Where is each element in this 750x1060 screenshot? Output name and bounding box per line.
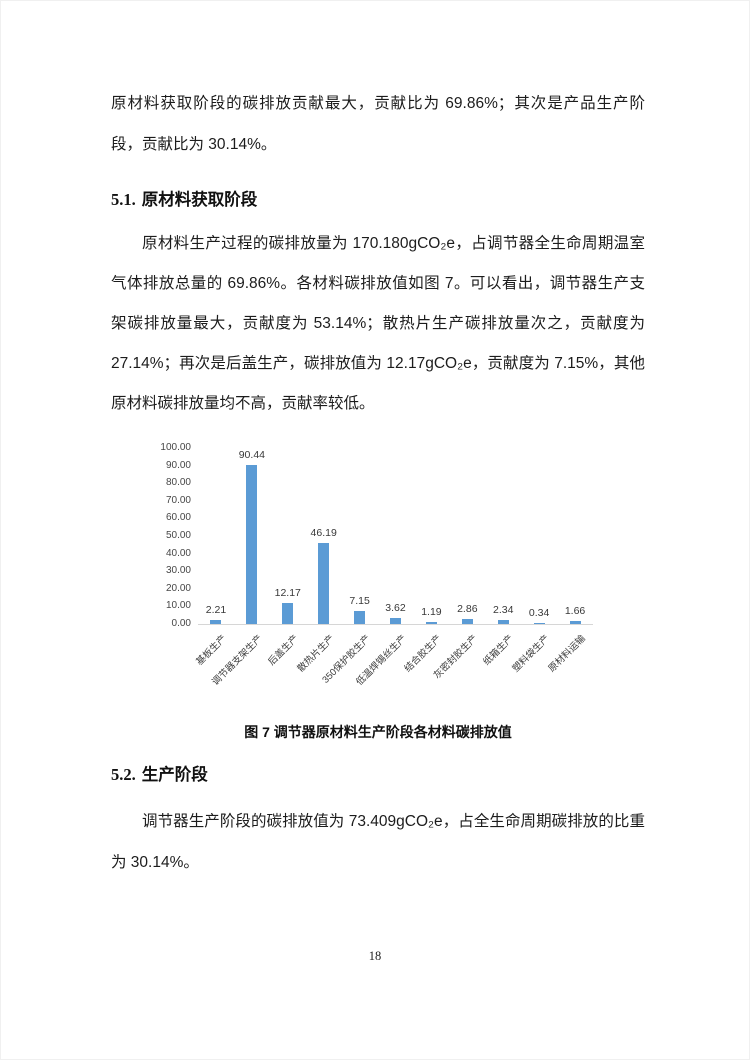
y-axis-tick-label: 100.00 — [160, 442, 191, 453]
y-axis-tick-label: 80.00 — [165, 477, 191, 489]
bar-value-label: 46.19 — [310, 526, 337, 539]
chart-bar — [533, 623, 545, 624]
bar-value-label: 12.17 — [274, 586, 301, 599]
chart-bar — [390, 617, 401, 624]
chart-bar — [318, 542, 330, 624]
section-number: 5.1. — [111, 190, 136, 209]
y-axis-tick-label: 30.00 — [165, 565, 191, 577]
bar-value-label: 2.86 — [457, 602, 478, 615]
bar-value-label: 1.66 — [564, 605, 586, 618]
figure-bar-chart: 0.00 10.00 20.00 30.00 40.00 50.00 60.00 70.00 8… — [141, 439, 641, 719]
chart-bar — [246, 464, 258, 624]
y-axis-tick-label: 60.00 — [165, 512, 191, 524]
page-number: 18 — [368, 949, 382, 963]
body-paragraph-contribution-summary: 原材料获取阶段的碳排放贡献最大，贡献比为 69.86%；其次是产品生产阶段，贡献… — [111, 95, 645, 153]
figure-caption: 图 7 调节器原材料生产阶段各材料碳排放值 — [244, 724, 512, 740]
chart-bar — [282, 602, 294, 624]
bar-value-label: 2.21 — [205, 604, 227, 617]
bar-value-label: 1.19 — [421, 605, 442, 618]
y-axis-tick-label: 50.00 — [165, 530, 191, 541]
y-axis-tick-label: 90.00 — [165, 459, 191, 471]
section-title: 生产阶段 — [141, 766, 208, 784]
x-axis-category-label: 塑料袋生产 — [510, 633, 553, 675]
chart-bar — [461, 618, 473, 624]
chart-bar — [354, 611, 366, 624]
section-title: 原材料获取阶段 — [141, 191, 258, 209]
section-heading-5-2: 5.2. 生产阶段 — [111, 761, 645, 785]
chart-bar — [497, 619, 509, 624]
y-axis-tick-label: 40.00 — [165, 547, 191, 559]
section-number: 5.2. — [111, 765, 136, 784]
y-axis-tick-label: 70.00 — [165, 494, 191, 506]
chart-bar — [569, 621, 581, 624]
y-axis-tick-label: 10.00 — [165, 600, 191, 612]
y-axis-tick-label: 20.00 — [165, 582, 191, 594]
bar-value-label: 7.15 — [349, 595, 370, 608]
body-paragraph-raw-material-stage: 原材料生产过程的碳排放量为 170.180gCO₂e，占调节器全生命周期温室气体… — [111, 235, 645, 412]
chart-bar — [425, 621, 437, 624]
bar-value-label: 0.34 — [528, 607, 550, 619]
bar-value-label: 3.62 — [385, 601, 406, 614]
bar-value-label: 90.44 — [238, 448, 265, 461]
y-axis-tick-label: 0.00 — [171, 618, 191, 629]
bar-value-label: 2.34 — [493, 603, 514, 616]
body-paragraph-production-stage: 调节器生产阶段的碳排放值为 73.409gCO₂e，占全生命周期碳排放的比重为 … — [111, 813, 645, 871]
section-heading-5-1: 5.1. 原材料获取阶段 — [111, 186, 645, 210]
chart-bar — [210, 620, 222, 624]
x-axis-category-label: 原材料运输 — [546, 633, 588, 675]
x-axis-line — [198, 624, 593, 625]
